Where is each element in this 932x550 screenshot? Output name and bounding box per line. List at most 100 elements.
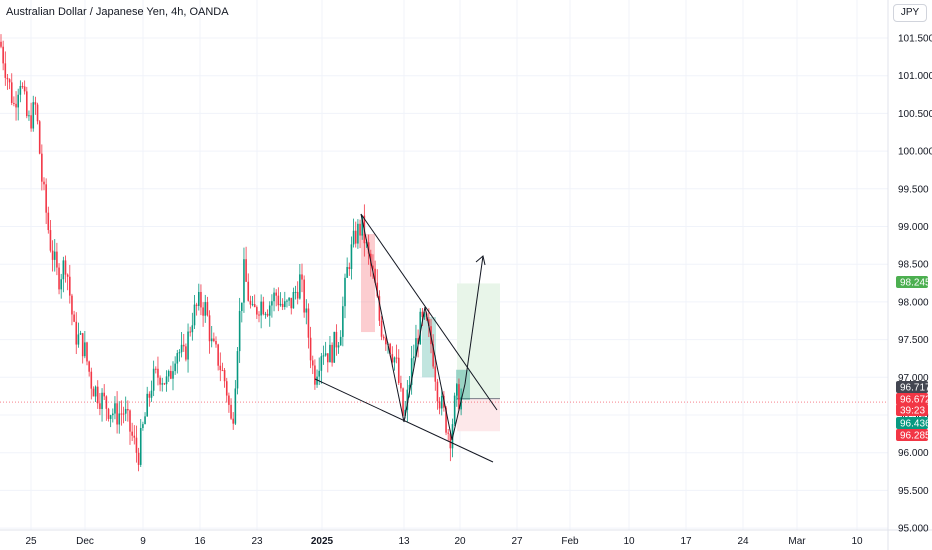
price-tag — [896, 429, 928, 441]
candle-body — [51, 250, 54, 260]
candle-up — [139, 419, 142, 467]
candle-body — [423, 313, 426, 317]
candle-body — [34, 102, 37, 105]
candle-body — [109, 415, 112, 419]
candle-up — [344, 273, 346, 319]
candle-body — [421, 311, 424, 317]
candle-down — [131, 422, 133, 442]
candle-up — [333, 331, 336, 363]
candle-down — [314, 359, 316, 390]
candle-body — [385, 338, 387, 345]
candle-up — [288, 296, 290, 307]
candle-body — [142, 424, 144, 428]
candle-body — [406, 389, 409, 410]
candle-body — [458, 384, 460, 410]
candle-down — [116, 391, 118, 434]
candle-down — [86, 341, 88, 366]
candle-body — [206, 302, 209, 316]
candle-down — [45, 178, 47, 225]
candle-body — [53, 251, 56, 260]
candle-body — [118, 413, 121, 425]
candle-body — [202, 307, 204, 316]
candle-body — [49, 230, 52, 251]
candle-down — [202, 302, 204, 327]
candle-up — [305, 299, 308, 325]
candle-up — [419, 308, 422, 345]
candle-down — [195, 302, 198, 316]
candle-down — [47, 206, 50, 234]
candle-body — [79, 333, 82, 335]
candle-body — [307, 308, 310, 338]
candle-body — [281, 303, 284, 307]
currency-button[interactable]: JPY — [893, 4, 927, 22]
candle-body — [155, 368, 157, 370]
trendline-drawings — [314, 213, 498, 463]
candle-body — [146, 393, 148, 417]
candle-body — [157, 368, 159, 378]
candle-body — [223, 370, 226, 382]
candle-body — [99, 403, 101, 409]
candle-body — [361, 215, 363, 236]
highlight-box — [456, 369, 470, 400]
candle-body — [88, 361, 90, 372]
candle-body — [376, 282, 379, 297]
candle-up — [161, 377, 164, 392]
time-axis[interactable]: 25 Dec 9 16 23 2025 13 20 27 Feb 10 17 24 Mar 10 — [25, 536, 863, 547]
candle-body — [258, 314, 260, 316]
candle-body — [438, 401, 441, 409]
candle-down — [256, 305, 258, 319]
time-tick-label: 23 — [251, 536, 263, 547]
candle-down — [13, 96, 15, 107]
candle-body — [279, 303, 282, 306]
candle-body — [161, 383, 164, 385]
candle-down — [58, 263, 60, 295]
candle-down — [449, 430, 452, 462]
candle-body — [243, 259, 245, 303]
candle-body — [232, 418, 234, 424]
candle-up — [172, 361, 174, 391]
candle-up — [342, 296, 344, 347]
candle-body — [318, 370, 320, 377]
time-tick-label: 10 — [851, 536, 863, 547]
candle-body — [453, 395, 456, 425]
candle-body — [210, 338, 213, 342]
candle-body — [292, 292, 295, 309]
chart-title: Australian Dollar / Japanese Yen, 4h, OA… — [6, 6, 229, 18]
candle-body — [367, 242, 370, 254]
candle-up — [142, 421, 144, 431]
price-tick-label: 101.500 — [898, 34, 932, 45]
candle-down — [447, 428, 449, 442]
candle-up — [324, 341, 327, 357]
candle-down — [380, 315, 383, 341]
candle-down — [103, 384, 105, 400]
candle-down — [311, 355, 314, 375]
candle-down — [96, 380, 99, 409]
candle-down — [258, 311, 260, 323]
candle-body — [96, 386, 99, 404]
candle-up — [17, 88, 19, 121]
time-tick-label: 25 — [25, 536, 37, 547]
candle-down — [253, 294, 256, 308]
candle-down — [6, 74, 9, 90]
candle-down — [26, 86, 28, 119]
candle-body — [45, 184, 47, 213]
candle-body — [309, 337, 312, 361]
candle-down — [354, 221, 357, 248]
candle-body — [75, 321, 78, 345]
candle-body — [372, 265, 374, 269]
candle-body — [456, 384, 458, 396]
candle-down — [301, 263, 303, 293]
candle-down — [90, 367, 93, 400]
time-tick-label: Dec — [76, 536, 94, 547]
candle-body — [62, 260, 65, 280]
candle-body — [352, 230, 355, 245]
candle-body — [152, 368, 155, 391]
candle-down — [4, 51, 7, 86]
candle-up — [346, 257, 348, 278]
candle-body — [26, 91, 28, 117]
candle-body — [316, 376, 318, 385]
zigzag-line — [360, 213, 405, 423]
candle-body — [329, 344, 331, 363]
candle-body — [129, 410, 131, 432]
